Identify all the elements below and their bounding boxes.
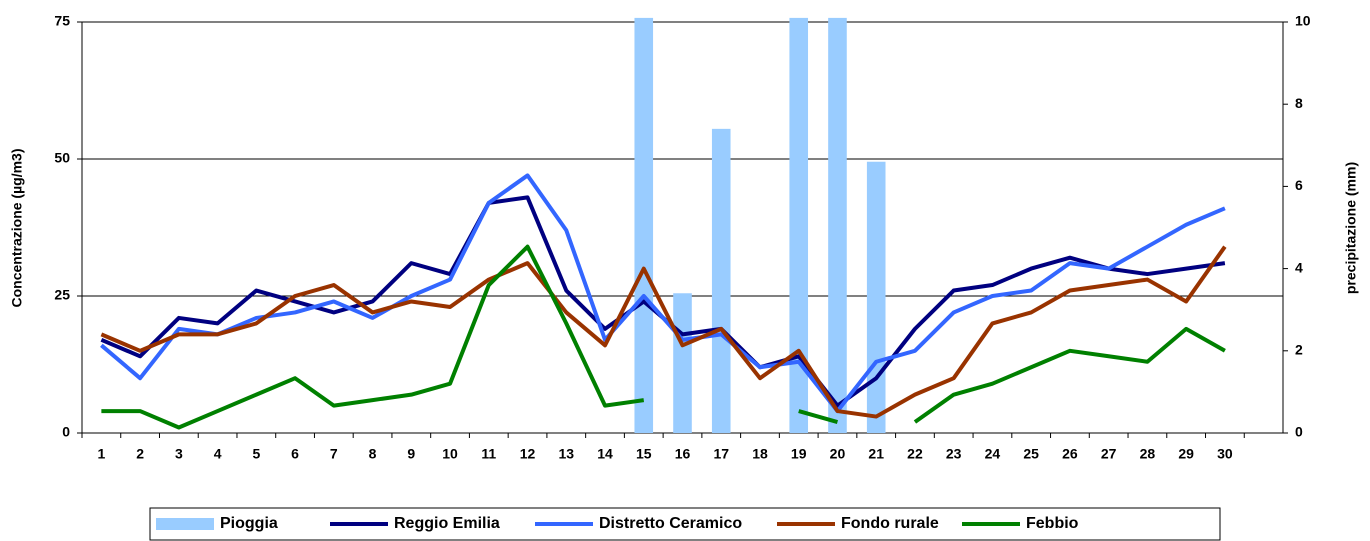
legend-box <box>149 507 1221 541</box>
y2-tick-label: 4 <box>1295 259 1303 275</box>
x-tick-label: 12 <box>520 446 536 462</box>
y2-tick-label: 2 <box>1295 342 1303 358</box>
x-tick-label: 6 <box>291 446 299 462</box>
x-tick-label: 11 <box>481 446 496 462</box>
y-axis-label: Concentrazione (µg/m3) <box>9 149 25 308</box>
line <box>100 245 1227 419</box>
x-tick-label: 18 <box>752 446 768 462</box>
legend-label: Fondo rurale <box>841 515 939 532</box>
x-tick-label: 5 <box>252 446 260 462</box>
x-tick-label: 4 <box>214 446 222 462</box>
x-tick-label: 24 <box>985 446 1001 462</box>
x-tick-label: 1 <box>97 446 105 462</box>
x-tick-label: 9 <box>407 446 415 462</box>
x-tick-label: 19 <box>791 446 807 462</box>
legend-label: Distretto Ceramico <box>599 515 742 532</box>
y2-tick-label: 6 <box>1295 177 1303 193</box>
y2-tick-label: 8 <box>1295 95 1303 111</box>
legend-swatch <box>156 518 214 530</box>
x-tick-label: 17 <box>713 446 729 462</box>
x-tick-label: 27 <box>1101 446 1117 462</box>
bar <box>673 293 692 433</box>
bar <box>828 17 847 433</box>
bar <box>711 128 731 434</box>
line <box>100 195 1226 408</box>
x-tick-label: 16 <box>675 446 691 462</box>
x-tick-label: 21 <box>868 446 884 462</box>
x-tick-label: 28 <box>1140 446 1156 462</box>
x-tick-label: 23 <box>946 446 962 462</box>
legend-label: Febbio <box>1026 515 1079 532</box>
x-tick-label: 26 <box>1062 446 1078 462</box>
x-tick-label: 7 <box>330 446 338 462</box>
x-tick-label: 2 <box>136 446 144 462</box>
bar <box>789 17 809 433</box>
x-tick-label: 30 <box>1217 446 1233 462</box>
x-tick-label: 20 <box>830 446 846 462</box>
y-tick-label: 50 <box>54 150 70 166</box>
y-tick-label: 0 <box>62 424 70 440</box>
y2-axis-label: precipitazione (mm) <box>1343 162 1359 294</box>
x-tick-label: 14 <box>597 446 613 462</box>
bar <box>866 161 886 434</box>
x-tick-label: 29 <box>1178 446 1194 462</box>
x-tick-label: 13 <box>558 446 574 462</box>
y2-tick-label: 10 <box>1295 13 1311 29</box>
legend-label: Pioggia <box>220 515 278 532</box>
x-tick-label: 10 <box>442 446 458 462</box>
y-tick-label: 75 <box>54 13 70 29</box>
x-tick-label: 15 <box>636 446 652 462</box>
y2-tick-label: 0 <box>1295 424 1303 440</box>
x-tick-label: 8 <box>369 446 377 462</box>
x-tick-label: 3 <box>175 446 183 462</box>
line <box>101 244 1226 430</box>
legend-label: Reggio Emilia <box>394 515 500 532</box>
bar <box>634 17 654 433</box>
y-tick-label: 25 <box>54 287 70 303</box>
x-tick-label: 22 <box>907 446 923 462</box>
line <box>100 173 1226 414</box>
x-tick-label: 25 <box>1023 446 1039 462</box>
